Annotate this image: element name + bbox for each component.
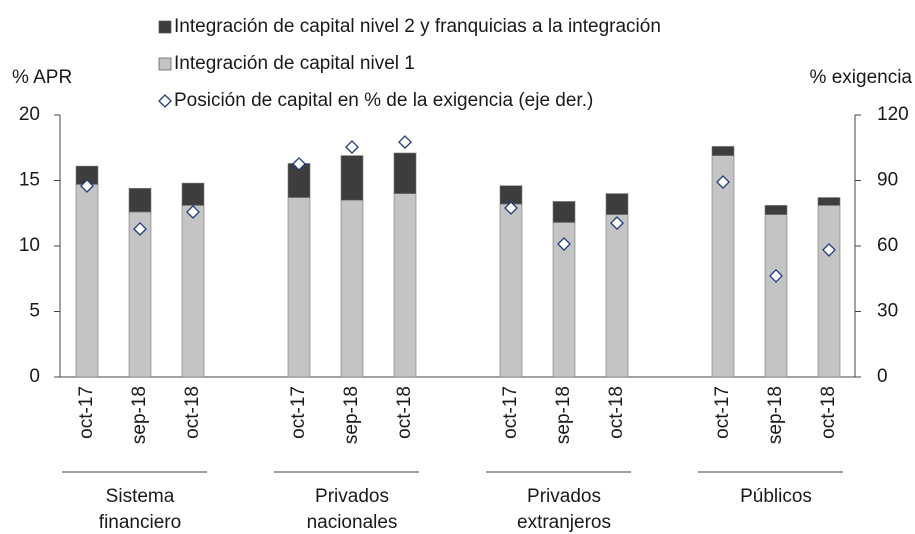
x-tick-label: sep-18 [765,386,786,444]
bar-segment [764,205,788,215]
bar-segment [393,193,417,378]
marker [292,156,306,171]
marker [822,243,836,257]
group-label: extranjeros [517,512,611,533]
x-tick-label: oct-17 [76,386,97,439]
legend-label: Posición de capital en % de la exigencia… [174,90,593,111]
bar-segment [605,193,629,215]
y-tick-label: 10 [19,235,40,256]
group-label: Privados [527,486,601,507]
legend-label: Integración de capital nivel 2 y franqui… [174,16,661,37]
bar-segment [393,152,417,194]
y2-tick-label: 60 [877,235,898,256]
bar-segment [605,214,629,378]
group-label: Privados [315,486,389,507]
legend-swatch [158,57,172,71]
y-tick-label: 5 [29,301,40,322]
x-tick-label: sep-18 [341,386,362,444]
bar-segment [817,197,841,206]
y2-axis-label: % exigencia [810,67,913,88]
x-tick-label: oct-17 [500,386,521,439]
legend-marker [158,94,172,108]
y-axis-label: % APR [12,67,72,88]
y-tick-label: 15 [19,170,40,191]
marker [186,205,200,219]
marker [133,222,147,236]
marker [557,237,571,251]
marker [769,268,783,283]
group-label: nacionales [307,512,398,533]
y-tick-label: 20 [19,104,40,125]
x-tick-label: sep-18 [553,386,574,444]
bar-segment [287,197,311,378]
y-tick-label: 0 [29,366,40,387]
x-tick-label: oct-18 [818,386,839,439]
bar-segment [75,184,99,378]
bar-segment [128,188,152,213]
x-tick-label: oct-18 [182,386,203,439]
group-label: financiero [99,512,181,533]
bar-segment [711,146,735,156]
bar-segment [499,203,523,378]
y2-tick-label: 0 [877,366,888,387]
y2-tick-label: 30 [877,301,898,322]
marker [610,216,624,230]
x-tick-label: oct-18 [394,386,415,439]
bar-segment [128,211,152,378]
bar-segment [340,199,364,378]
marker [398,135,412,149]
marker [345,140,359,155]
legend-label: Integración de capital nivel 1 [174,53,415,74]
group-label: Sistema [106,486,175,507]
bar-segment [817,205,841,378]
bar-segment [340,155,364,201]
group-label: Públicos [740,486,812,507]
x-tick-label: oct-17 [288,386,309,439]
marker [716,175,730,189]
y2-tick-label: 90 [877,170,898,191]
bar-segment [181,205,205,378]
x-tick-label: sep-18 [129,386,150,444]
bar-segment [764,214,788,378]
legend-swatch [158,20,172,34]
x-tick-label: oct-18 [606,386,627,439]
marker [504,201,518,215]
x-tick-label: oct-17 [712,386,733,439]
bar-segment [181,182,205,206]
y2-tick-label: 120 [877,104,909,125]
bar-segment [552,201,576,223]
marker [80,179,94,193]
